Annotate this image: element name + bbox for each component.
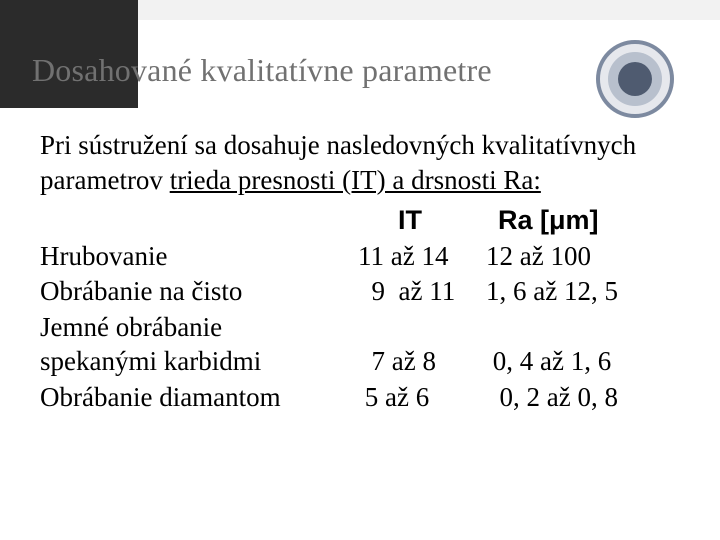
row-ra: 1, 6 až 12, 5 bbox=[480, 274, 680, 309]
row-label: Jemné obrábanie spekanými karbidmi bbox=[40, 310, 340, 379]
col-header-it: IT bbox=[340, 203, 480, 238]
slide-title: Dosahované kvalitatívne parametre bbox=[32, 52, 492, 89]
row-it: 7 až 8 bbox=[340, 344, 480, 379]
parameters-table: IT Ra [μm] Hrubovanie 11 až 14 12 až 100… bbox=[40, 203, 680, 414]
row-label: Obrábanie diamantom bbox=[40, 380, 340, 415]
intro-underlined: trieda presnosti (IT) a drsnosti Ra: bbox=[170, 165, 541, 195]
row-ra: 0, 4 až 1, 6 bbox=[480, 344, 680, 379]
row-it: 11 až 14 bbox=[340, 239, 480, 274]
row-it: 9 až 11 bbox=[340, 274, 480, 309]
row-label: Hrubovanie bbox=[40, 239, 340, 274]
row-it: 5 až 6 bbox=[340, 380, 480, 415]
col-header-ra: Ra [μm] bbox=[480, 203, 680, 238]
logo-seal bbox=[596, 40, 674, 118]
row-label: Obrábanie na čisto bbox=[40, 274, 340, 309]
slide: Dosahované kvalitatívne parametre Pri sú… bbox=[0, 0, 720, 540]
intro-text: Pri sústružení sa dosahuje nasledovných … bbox=[40, 128, 680, 197]
seal-center-icon bbox=[618, 62, 652, 96]
row-ra: 0, 2 až 0, 8 bbox=[480, 380, 680, 415]
row-ra: 12 až 100 bbox=[480, 239, 680, 274]
content-block: Pri sústružení sa dosahuje nasledovných … bbox=[40, 128, 680, 414]
